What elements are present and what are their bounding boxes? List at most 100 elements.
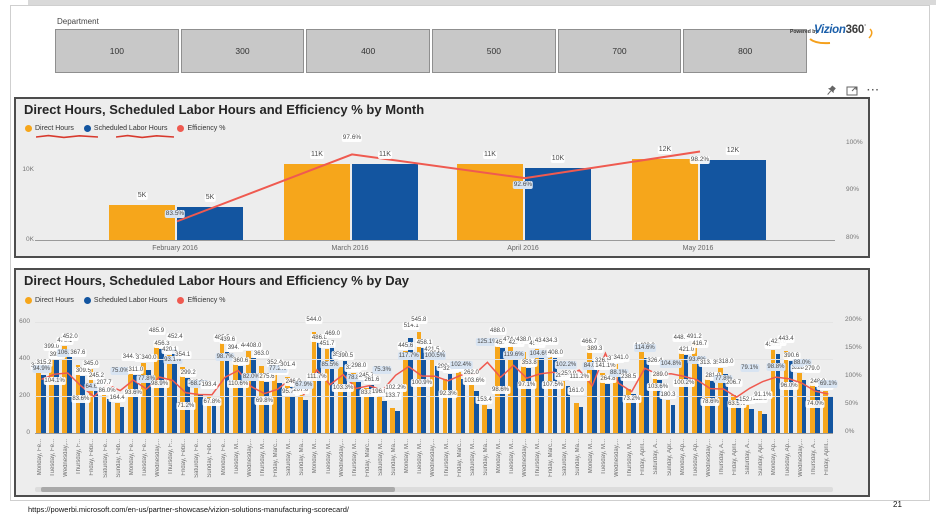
bar-scheduled-labor-hours[interactable] [434, 365, 440, 433]
bar-scheduled-labor-hours[interactable] [264, 382, 269, 433]
bar-direct-hours[interactable] [652, 372, 658, 433]
bar-scheduled-labor-hours[interactable] [93, 387, 99, 433]
bar-direct-hours[interactable] [101, 394, 107, 433]
bar-direct-hours[interactable] [457, 163, 523, 240]
legend-item-direct-hours[interactable]: Direct Hours [25, 125, 74, 132]
bar-direct-hours[interactable] [613, 363, 618, 433]
bar-scheduled-labor-hours[interactable] [631, 393, 636, 433]
bar-direct-hours[interactable] [180, 367, 186, 433]
bar-direct-hours[interactable] [284, 163, 350, 240]
bar-direct-hours[interactable] [337, 367, 343, 433]
bar-scheduled-labor-hours[interactable] [80, 375, 86, 433]
legend-item-efficiency-[interactable]: Efficiency % [177, 125, 225, 132]
bar-direct-hours[interactable] [468, 384, 474, 433]
bar-scheduled-labor-hours[interactable] [106, 399, 112, 433]
bar-scheduled-labor-hours[interactable] [395, 411, 400, 433]
bar-direct-hours[interactable] [560, 381, 566, 433]
bar-scheduled-labor-hours[interactable] [700, 159, 766, 240]
bar-scheduled-labor-hours[interactable] [578, 407, 584, 433]
bar-scheduled-labor-hours[interactable] [749, 408, 754, 433]
bar-scheduled-labor-hours[interactable] [224, 351, 230, 433]
daily-chart-scrollbar[interactable] [35, 487, 833, 492]
bar-scheduled-labor-hours[interactable] [303, 400, 309, 433]
bar-scheduled-labor-hours[interactable] [657, 379, 663, 433]
bar-scheduled-labor-hours[interactable] [670, 404, 676, 433]
bar-scheduled-labor-hours[interactable] [525, 168, 591, 240]
bar-direct-hours[interactable] [114, 402, 120, 433]
bar-direct-hours[interactable] [364, 387, 369, 433]
bar-direct-hours[interactable] [193, 388, 199, 433]
bar-direct-hours[interactable] [377, 396, 382, 433]
department-button-400[interactable]: 400 [306, 29, 431, 73]
bar-scheduled-labor-hours[interactable] [277, 382, 282, 433]
bar-scheduled-labor-hours[interactable] [368, 384, 374, 433]
bar-direct-hours[interactable] [823, 391, 828, 433]
bar-scheduled-labor-hours[interactable] [382, 401, 387, 433]
legend-item-efficiency-[interactable]: Efficiency % [177, 297, 225, 304]
legend-item-scheduled-labor-hours[interactable]: Scheduled Labor Hours [83, 125, 167, 132]
legend-item-direct-hours[interactable]: Direct Hours [25, 297, 74, 304]
more-options-icon[interactable]: ··· [867, 84, 880, 96]
bar-scheduled-labor-hours[interactable] [565, 386, 571, 433]
bar-direct-hours[interactable] [128, 369, 133, 433]
bar-direct-hours[interactable] [442, 379, 448, 433]
bar-scheduled-labor-hours[interactable] [683, 355, 689, 433]
bar-scheduled-labor-hours[interactable] [352, 164, 418, 240]
bar-scheduled-labor-hours[interactable] [473, 390, 479, 433]
focus-mode-icon[interactable] [846, 85, 858, 96]
bar-scheduled-labor-hours[interactable] [290, 387, 295, 433]
bar-scheduled-labor-hours[interactable] [605, 384, 610, 433]
legend-item-scheduled-labor-hours[interactable]: Scheduled Labor Hours [83, 297, 167, 304]
scrollbar-thumb[interactable] [41, 487, 395, 492]
bar-scheduled-labor-hours[interactable] [696, 355, 702, 433]
bar-direct-hours[interactable] [744, 404, 750, 433]
bar-direct-hours[interactable] [731, 394, 736, 433]
bar-scheduled-labor-hours[interactable] [723, 374, 728, 433]
department-button-500[interactable]: 500 [432, 29, 556, 73]
bar-scheduled-labor-hours[interactable] [801, 379, 807, 433]
department-button-800[interactable]: 800 [683, 29, 808, 73]
bar-direct-hours[interactable] [36, 371, 41, 433]
bar-scheduled-labor-hours[interactable] [146, 370, 151, 433]
bar-direct-hours[interactable] [390, 408, 395, 433]
bar-scheduled-labor-hours[interactable] [67, 349, 73, 433]
bar-direct-hours[interactable] [88, 369, 94, 433]
bar-scheduled-labor-hours[interactable] [355, 377, 361, 433]
bar-direct-hours[interactable] [757, 411, 763, 433]
bar-scheduled-labor-hours[interactable] [460, 378, 466, 433]
bar-scheduled-labor-hours[interactable] [177, 207, 243, 240]
bar-scheduled-labor-hours[interactable] [487, 408, 492, 433]
bar-direct-hours[interactable] [298, 394, 304, 433]
bar-direct-hours[interactable] [482, 404, 487, 433]
bar-direct-hours[interactable] [796, 372, 802, 433]
bar-direct-hours[interactable] [206, 397, 212, 433]
bar-scheduled-labor-hours[interactable] [618, 369, 623, 433]
bar-scheduled-labor-hours[interactable] [709, 381, 715, 433]
bar-scheduled-labor-hours[interactable] [132, 375, 138, 433]
department-button-100[interactable]: 100 [55, 29, 179, 73]
department-button-300[interactable]: 300 [180, 29, 305, 73]
bar-scheduled-labor-hours[interactable] [316, 342, 322, 433]
bar-direct-hours[interactable] [665, 399, 671, 433]
bar-scheduled-labor-hours[interactable] [198, 395, 204, 433]
bar-scheduled-labor-hours[interactable] [447, 373, 453, 433]
bar-scheduled-labor-hours[interactable] [421, 348, 427, 433]
bar-scheduled-labor-hours[interactable] [526, 367, 532, 433]
bar-direct-hours[interactable] [718, 368, 723, 433]
bar-scheduled-labor-hours[interactable] [736, 398, 741, 433]
bar-direct-hours[interactable] [109, 205, 175, 240]
bar-direct-hours[interactable] [272, 367, 277, 433]
department-button-700[interactable]: 700 [557, 29, 682, 73]
bar-scheduled-labor-hours[interactable] [539, 353, 545, 433]
bar-direct-hours[interactable] [141, 363, 146, 433]
pin-icon[interactable] [826, 84, 837, 97]
bar-scheduled-labor-hours[interactable] [41, 374, 46, 433]
bar-direct-hours[interactable] [626, 388, 632, 433]
bar-scheduled-labor-hours[interactable] [827, 396, 833, 433]
bar-direct-hours[interactable] [350, 372, 356, 433]
bar-scheduled-labor-hours[interactable] [762, 414, 768, 433]
bar-direct-hours[interactable] [573, 403, 579, 433]
bar-direct-hours[interactable] [632, 158, 698, 240]
bar-scheduled-labor-hours[interactable] [513, 354, 518, 433]
bar-scheduled-labor-hours[interactable] [237, 366, 243, 433]
